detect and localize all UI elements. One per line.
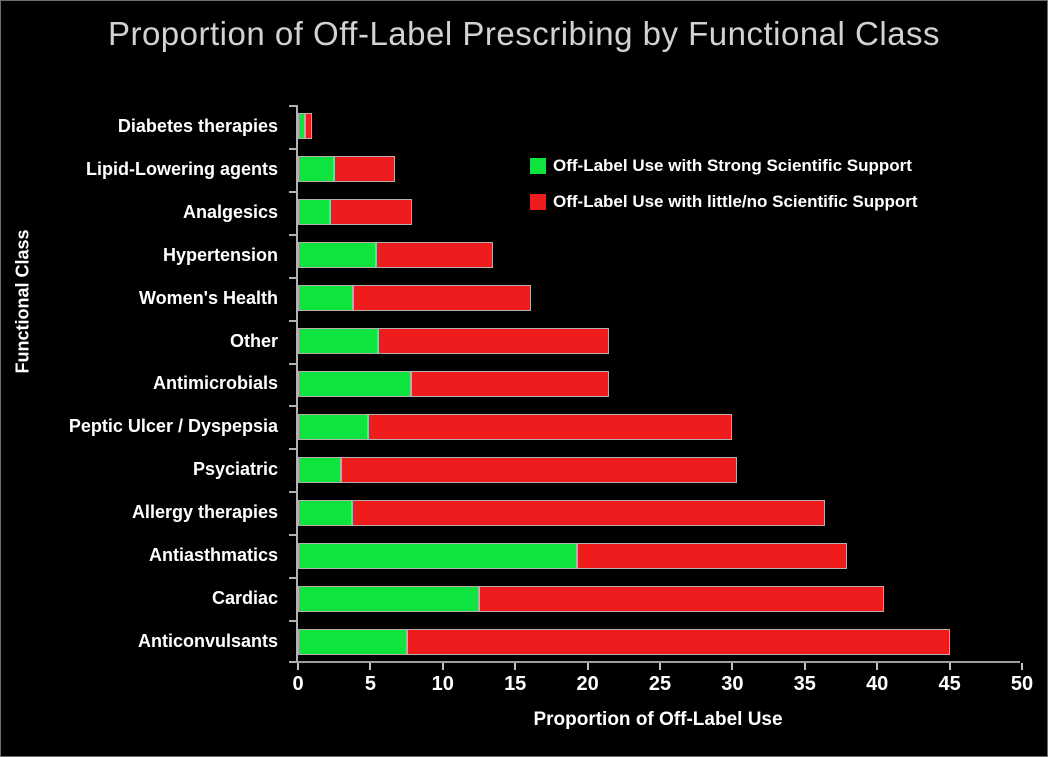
legend-label: Off-Label Use with little/no Scientific … [553, 192, 918, 211]
bar-segment-weak-support [329, 199, 413, 226]
legend-swatch-green [530, 158, 546, 174]
category-label: Other [229, 330, 278, 351]
x-axis-tick-label: 25 [648, 673, 672, 695]
category-labels: Diabetes therapies Lipid-Lowering agents A… [1, 105, 278, 663]
x-axis-tick [441, 663, 444, 670]
x-axis-tick-label: 45 [938, 673, 961, 695]
y-axis-tick [289, 319, 297, 322]
bar-segment-strong-support [298, 413, 368, 440]
x-axis-tick-label: 15 [504, 673, 527, 695]
bar-segment-strong-support [298, 242, 377, 269]
category-label: Diabetes therapies [117, 115, 278, 136]
bar-segment-strong-support [298, 499, 352, 526]
x-axis-tick [659, 663, 661, 670]
x-axis-tick [731, 663, 734, 670]
bar-segment-weak-support [351, 499, 826, 526]
y-axis-tick [289, 491, 297, 494]
x-axis-tick-label: 0 [292, 673, 304, 695]
y-axis-tick [289, 577, 297, 580]
bar-segment-weak-support [479, 585, 885, 612]
category-label: Hypertension [162, 244, 278, 265]
x-axis-tick-label: 20 [576, 673, 599, 695]
y-axis-tick [289, 190, 297, 193]
bar-segment-weak-support [410, 371, 610, 397]
bar-segment-strong-support [298, 328, 378, 355]
bar-segment-strong-support [298, 199, 330, 226]
x-axis-tick-label: 30 [721, 673, 744, 695]
category-label: Psyciatric [192, 459, 278, 480]
chart-title: Proportion of Off-Label Prescribing by F… [107, 15, 941, 52]
bar-segment-strong-support [298, 156, 335, 183]
y-axis-tick [289, 534, 297, 537]
bar-segment-strong-support [298, 456, 342, 483]
x-axis-tick [297, 663, 299, 670]
x-axis-tick-label: 40 [866, 673, 889, 695]
bar-segment-weak-support [305, 113, 313, 140]
x-axis-tick [369, 663, 372, 670]
y-axis-tick [289, 620, 297, 623]
category-label: Anticonvulsants [137, 631, 278, 652]
y-axis-tick [289, 105, 297, 107]
bar-segment-weak-support [377, 328, 610, 355]
category-label: Cardiac [211, 588, 278, 609]
bar-segment-strong-support [298, 113, 306, 140]
bar-segment-strong-support [298, 628, 407, 655]
y-axis-tick [289, 661, 297, 663]
bar-segment-weak-support [367, 413, 733, 440]
x-axis-tick [1021, 663, 1023, 670]
x-axis-tick-label: 35 [793, 673, 816, 695]
x-axis-tick-label: 50 [1010, 673, 1034, 695]
bar-segment-strong-support [298, 371, 411, 397]
bar-segment-weak-support [376, 242, 494, 269]
category-label: Peptic Ulcer / Dyspepsia [68, 416, 278, 437]
x-axis-tick [586, 663, 589, 670]
x-axis-tick [948, 663, 951, 670]
y-axis-tick [289, 405, 297, 408]
y-axis-tick [289, 276, 297, 279]
legend-item-weak-support: Off-Label Use with little/no Scientific … [530, 192, 918, 212]
x-axis-tick-label: 10 [431, 673, 454, 695]
bar-segment-weak-support [341, 456, 737, 483]
x-axis-tick [803, 663, 806, 670]
x-axis-tick [514, 663, 517, 670]
legend-label: Off-Label Use with Strong Scientific Sup… [553, 156, 912, 175]
legend-swatch-red [530, 194, 546, 210]
legend-item-strong-support: Off-Label Use with Strong Scientific Sup… [530, 156, 912, 176]
bar-segment-weak-support [577, 542, 847, 569]
category-label: Antiasthmatics [148, 545, 278, 566]
bar-segment-weak-support [406, 628, 950, 655]
category-label: Analgesics [182, 201, 278, 222]
y-axis-tick [289, 362, 297, 365]
x-axis-tick-label: 5 [364, 673, 376, 695]
bar-segment-strong-support [298, 285, 354, 312]
plot-area: 0 5 10 15 20 25 30 35 40 45 50 [289, 105, 1033, 695]
x-axis-title: Proportion of Off-Label Use [533, 709, 783, 730]
bar-segment-strong-support [298, 542, 578, 569]
x-axis-tick [876, 663, 879, 670]
bar-segment-strong-support [298, 585, 479, 612]
bar-segment-weak-support [334, 156, 395, 183]
y-axis-tick [289, 147, 297, 150]
category-label: Women's Health [139, 287, 278, 308]
y-axis-tick [289, 233, 297, 236]
category-label: Antimicrobials [152, 373, 278, 394]
category-label: Lipid-Lowering agents [86, 158, 278, 179]
y-axis-tick [289, 448, 297, 451]
category-label: Allergy therapies [131, 502, 278, 523]
bar-segment-weak-support [353, 285, 532, 312]
